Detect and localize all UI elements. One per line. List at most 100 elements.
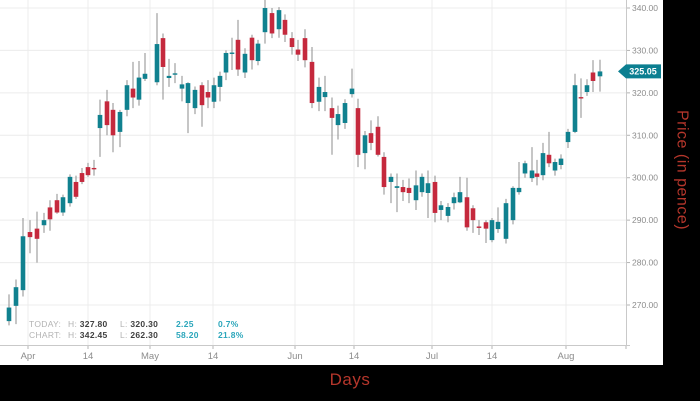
candle-down <box>432 181 438 213</box>
candle-down <box>85 167 91 176</box>
y-tick-label: 280.00 <box>632 258 658 268</box>
candle-up <box>6 307 12 322</box>
candle-up <box>457 192 463 203</box>
candle-up <box>516 187 522 193</box>
candle-down <box>309 61 315 104</box>
chart-high: H: 342.45 <box>68 330 120 341</box>
y-tick-label: 300.00 <box>632 173 658 183</box>
candle-up <box>124 85 130 110</box>
candle-down <box>534 173 540 177</box>
candle-down <box>104 101 110 126</box>
today-low-value: 320.30 <box>130 319 159 329</box>
candle-down <box>47 207 53 220</box>
candle-up <box>117 111 123 132</box>
candle-up <box>136 77 142 100</box>
candle-down <box>368 133 374 143</box>
candle-up <box>13 287 19 306</box>
candle-up <box>223 52 229 73</box>
today-change-pct: 0.7% <box>218 319 239 329</box>
candle-up <box>438 205 444 210</box>
candle-down <box>27 232 33 238</box>
x-tick-label: 14 <box>83 351 94 362</box>
candle-up <box>97 114 103 129</box>
candle-up <box>172 73 178 75</box>
x-tick-label: May <box>141 351 159 362</box>
candle-up <box>166 75 172 79</box>
legend-label-today: TODAY: <box>29 319 62 329</box>
candle-down <box>546 154 552 164</box>
candle-down <box>289 38 295 48</box>
right-frame-panel <box>663 0 700 401</box>
x-axis-title: Days <box>329 370 371 389</box>
today-change: 2.25 <box>176 319 194 329</box>
candle-down <box>406 187 412 193</box>
candle-up <box>451 197 457 204</box>
y-tick-label: 320.00 <box>632 88 658 98</box>
candle-down <box>91 167 97 170</box>
candle-up <box>540 153 546 176</box>
last-price-label: 325.05 <box>629 67 657 77</box>
low-prefix: L: <box>120 319 128 329</box>
candle-up <box>552 162 558 171</box>
candle-up <box>335 114 341 126</box>
candle-up <box>41 220 47 226</box>
candle-down <box>269 13 275 34</box>
candle-down <box>54 200 60 213</box>
y-axis-title: Price (in pence) <box>673 109 691 231</box>
candle-up <box>425 183 431 193</box>
candle-down <box>476 226 482 228</box>
candle-up <box>67 176 73 204</box>
candle-up <box>342 103 348 123</box>
candle-up <box>388 176 394 182</box>
candle-up <box>495 221 501 230</box>
candle-down <box>483 222 489 229</box>
candle-up <box>413 185 419 201</box>
x-tick-label: 14 <box>208 351 219 362</box>
candle-up <box>565 131 571 143</box>
high-prefix: H: <box>68 319 78 329</box>
candle-down <box>249 37 255 61</box>
candle-down <box>355 108 361 155</box>
x-tick-label: 14 <box>349 351 360 362</box>
today-high-value: 327.80 <box>79 319 108 329</box>
chart-change-pct: 21.8% <box>218 330 244 340</box>
candle-up <box>584 85 590 93</box>
y-tick-label: 330.00 <box>632 45 658 55</box>
candle-down <box>295 49 301 55</box>
candle-down <box>73 181 79 197</box>
legend-row-chart: CHART: H: 342.45 L: 262.30 58.20 21.8% <box>29 330 262 341</box>
candle-up <box>349 88 355 95</box>
y-tick-label: 340.00 <box>632 3 658 13</box>
candle-up <box>60 197 66 213</box>
candle-up <box>489 220 495 241</box>
chart-stats-legend: TODAY: H: 327.80 L: 320.30 2.25 0.7% CHA… <box>29 319 262 341</box>
candle-down <box>130 88 136 98</box>
candle-up <box>20 236 26 291</box>
candle-up <box>192 89 198 109</box>
last-price-tag <box>618 64 661 79</box>
candle-up <box>522 163 528 174</box>
candle-down <box>235 39 241 70</box>
candle-up <box>276 10 282 30</box>
candle-up <box>572 85 578 132</box>
candle-down <box>578 97 584 99</box>
candle-down <box>329 108 335 118</box>
candle-down <box>160 38 166 67</box>
candle-up <box>217 75 223 87</box>
candle-up <box>229 52 235 54</box>
candle-up <box>419 176 425 193</box>
legend-label-chart: CHART: <box>29 330 62 340</box>
x-tick-label: Jul <box>426 351 438 362</box>
candle-down <box>79 173 85 182</box>
candle-down <box>199 85 205 106</box>
today-low: L: 320.30 <box>120 319 176 330</box>
candle-down <box>381 156 387 188</box>
candle-down <box>464 197 470 228</box>
x-tick-label: Jun <box>287 351 302 362</box>
candle-up <box>322 92 328 98</box>
y-tick-label: 270.00 <box>632 300 658 310</box>
candle-up <box>316 86 322 102</box>
x-tick-label: 14 <box>487 351 498 362</box>
